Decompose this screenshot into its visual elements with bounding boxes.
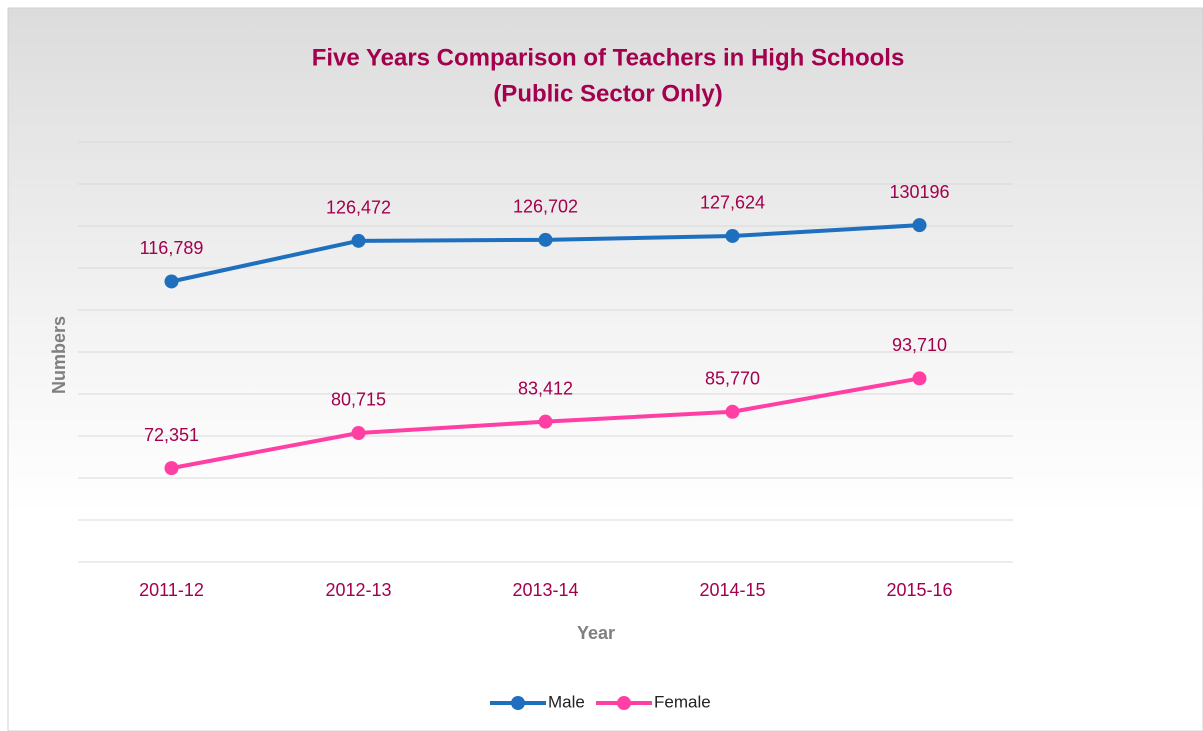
data-point — [164, 461, 179, 476]
data-point — [351, 233, 366, 248]
data-label: 116,789 — [140, 238, 204, 258]
x-tick-label: 2013-14 — [512, 580, 578, 600]
legend-marker — [511, 696, 525, 710]
x-axis-title: Year — [577, 623, 615, 643]
data-point — [351, 425, 366, 440]
data-label: 126,472 — [326, 198, 391, 218]
x-tick-label: 2012-13 — [325, 580, 391, 600]
data-label: 126,702 — [513, 197, 578, 217]
data-label: 83,412 — [518, 378, 573, 398]
x-tick-label: 2011-12 — [139, 580, 204, 600]
legend-label: Male — [548, 692, 585, 711]
data-label: 93,710 — [892, 335, 947, 355]
chart-background — [7, 7, 1203, 731]
legend-marker — [617, 696, 631, 710]
x-tick-label: 2015-16 — [886, 580, 952, 600]
data-label: 85,770 — [705, 369, 760, 389]
x-tick-label: 2014-15 — [699, 580, 765, 600]
data-point — [912, 218, 927, 233]
data-point — [725, 404, 740, 419]
legend-label: Female — [654, 692, 711, 711]
data-label: 80,715 — [331, 390, 386, 410]
data-point — [164, 274, 179, 289]
data-label: 127,624 — [700, 193, 765, 213]
data-label: 130196 — [889, 182, 949, 202]
data-point — [912, 371, 927, 386]
data-point — [538, 414, 553, 429]
chart-title: Five Years Comparison of Teachers in Hig… — [312, 44, 905, 71]
data-point — [725, 228, 740, 243]
data-label: 72,351 — [144, 425, 199, 445]
data-point — [538, 232, 553, 247]
y-axis-title: Numbers — [49, 316, 69, 394]
chart-subtitle: (Public Sector Only) — [493, 80, 722, 107]
